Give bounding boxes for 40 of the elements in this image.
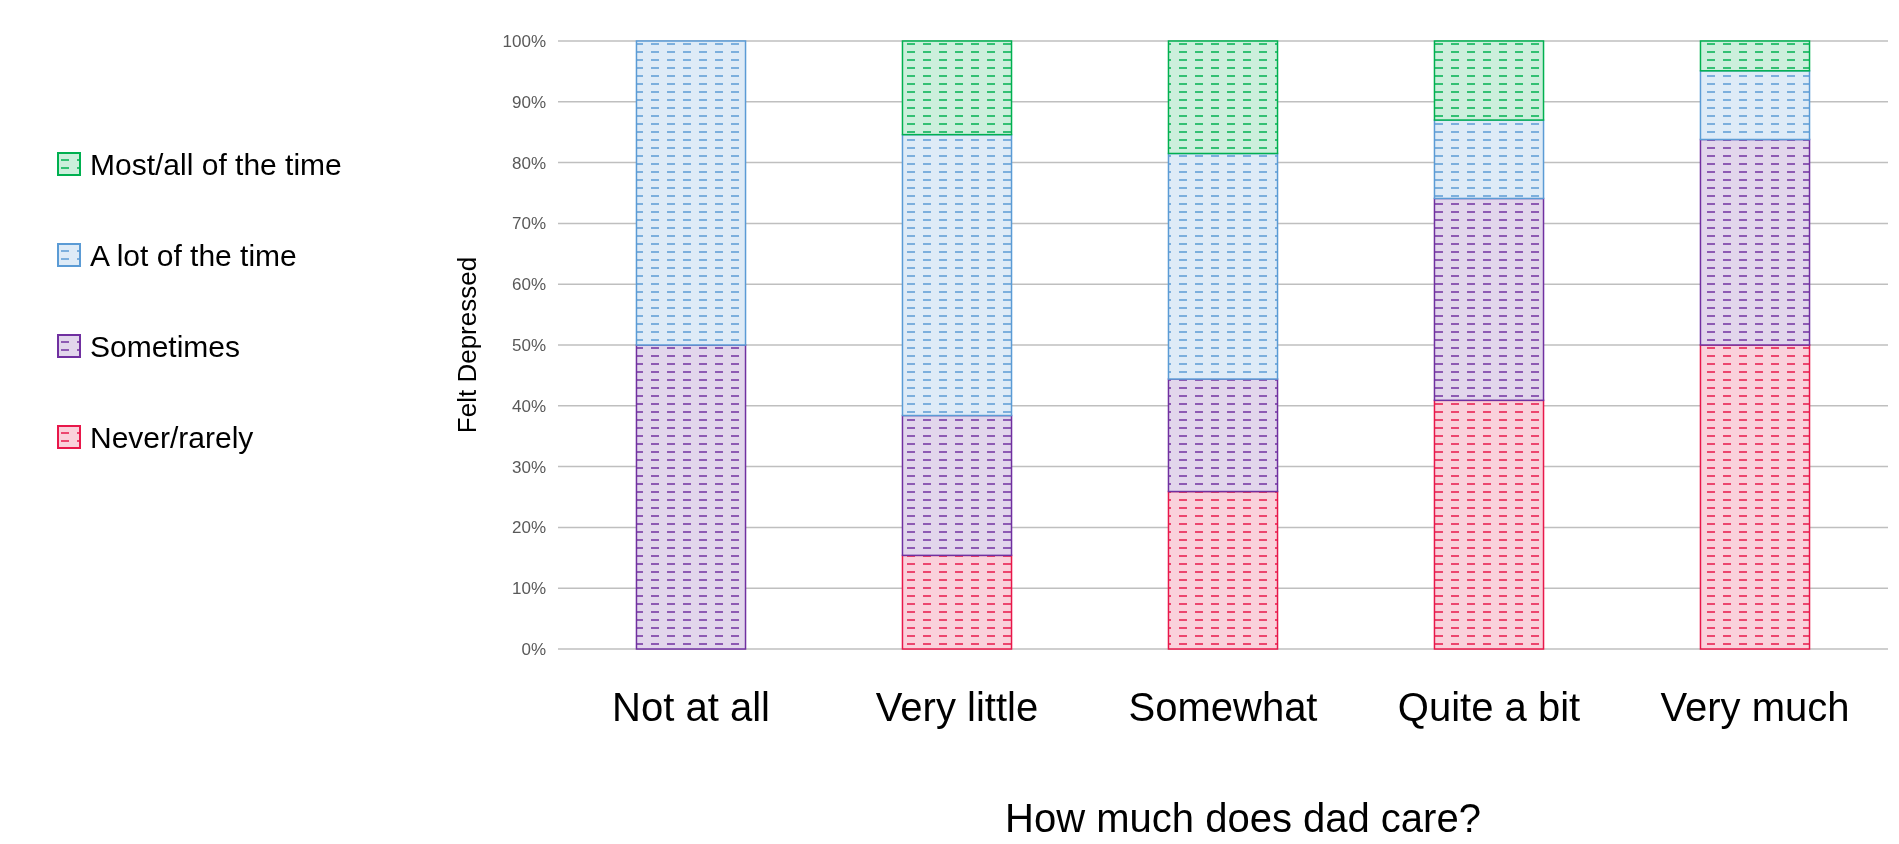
- bar: [901, 414, 1013, 557]
- x-axis-title: How much does dad care?: [1005, 796, 1481, 840]
- bar: [1699, 344, 1811, 650]
- bar: [1433, 40, 1545, 121]
- bar: [1699, 138, 1811, 346]
- y-tick-label: 90%: [511, 92, 546, 112]
- x-tick-label: Very little: [875, 685, 1039, 729]
- y-tick-label: 30%: [511, 457, 546, 477]
- x-tick-label: Somewhat: [1128, 685, 1318, 729]
- bar: [1433, 399, 1545, 650]
- y-tick-label: 100%: [502, 31, 546, 51]
- bar: [1167, 378, 1279, 493]
- bar: [1167, 40, 1279, 155]
- bar: [1699, 40, 1811, 72]
- bar: [635, 344, 747, 650]
- y-tick-label: 80%: [511, 153, 546, 173]
- y-tick-label: 70%: [511, 214, 546, 234]
- legend-label: Never/rarely: [90, 420, 254, 454]
- y-tick-label: 50%: [511, 335, 546, 355]
- bar: [1433, 197, 1545, 402]
- x-tick-label: Very much: [1660, 685, 1850, 729]
- bar: [1433, 119, 1545, 200]
- bar: [901, 133, 1013, 417]
- bar: [635, 40, 747, 346]
- legend-label: Sometimes: [90, 329, 241, 363]
- legend-label: Most/all of the time: [90, 147, 342, 181]
- bar: [901, 554, 1013, 650]
- y-tick-label: 10%: [511, 579, 546, 599]
- y-tick-label: 40%: [511, 396, 546, 416]
- x-tick-label: Quite a bit: [1397, 685, 1581, 729]
- y-tick-label: 60%: [511, 275, 546, 295]
- legend-label: A lot of the time: [90, 238, 297, 272]
- x-tick-label: Not at all: [612, 685, 770, 729]
- bar: [1167, 152, 1279, 380]
- bar: [901, 40, 1013, 136]
- y-tick-label: 20%: [511, 518, 546, 538]
- bar: [1699, 70, 1811, 141]
- y-tick-label: 0%: [521, 639, 546, 659]
- bar: [1167, 490, 1279, 650]
- y-axis-title: Felt Depressed: [452, 256, 482, 434]
